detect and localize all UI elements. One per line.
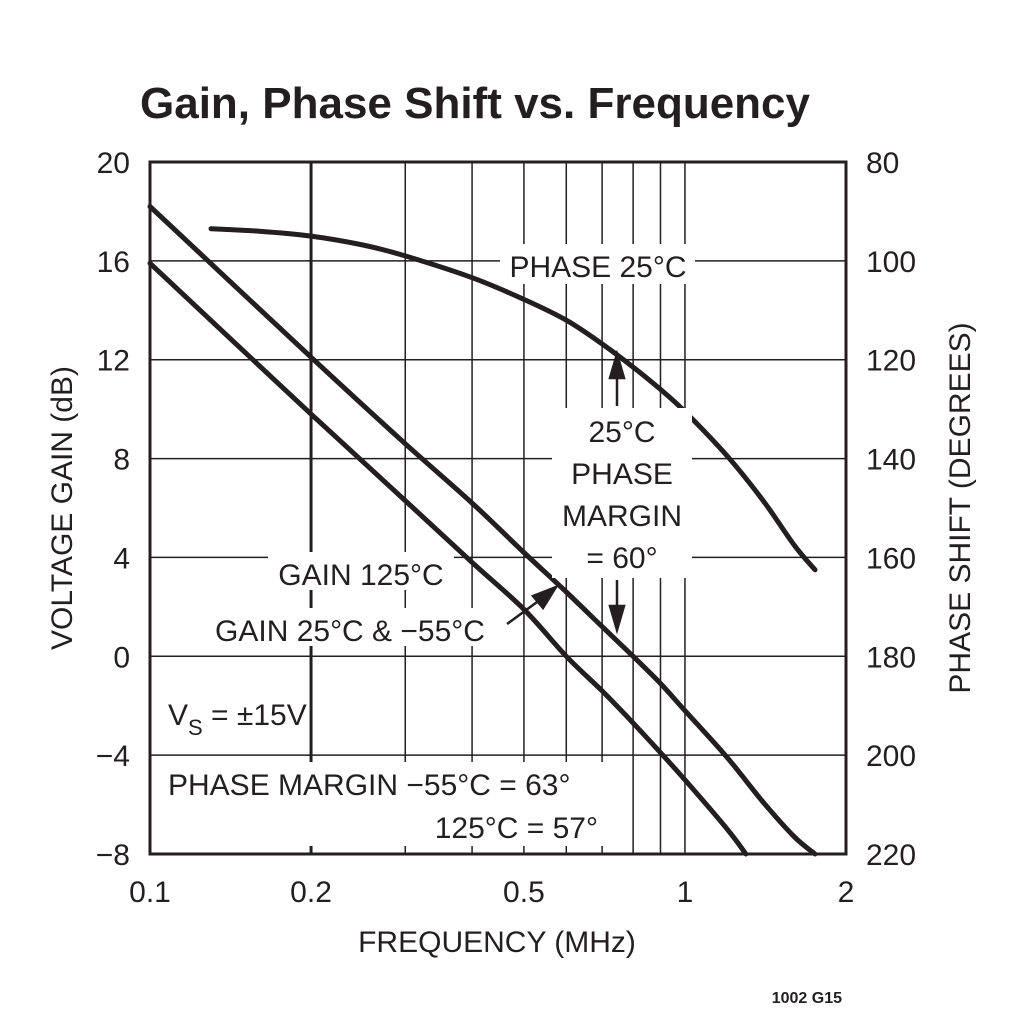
phase-margin-line1: PHASE MARGIN −55°C = 63° xyxy=(168,769,570,802)
plot-frame xyxy=(148,160,848,856)
left-axis-label: VOLTAGE GAIN (dB) xyxy=(46,366,79,650)
margin-label-line1: 25°C xyxy=(588,416,655,449)
gain125-label-bg xyxy=(268,552,454,590)
gain-25c-55c-curve xyxy=(147,260,749,857)
vs-sub: S xyxy=(188,715,203,740)
right-tick-label: 180 xyxy=(866,641,916,674)
margin-label-line4: = 60° xyxy=(586,542,657,575)
right-tick-label: 80 xyxy=(866,147,899,180)
pm-label-bg xyxy=(162,762,608,846)
margin-label-line3: MARGIN xyxy=(562,500,682,533)
left-tick-label: 12 xyxy=(97,345,130,378)
supply-voltage-label: VS = ±15V xyxy=(168,699,307,740)
left-tick-label: 0 xyxy=(113,641,130,674)
left-tick-labels: 20 16 12 8 4 0 −4 −8 xyxy=(96,147,130,872)
phase-label-bg xyxy=(500,244,695,284)
right-axis-label: PHASE SHIFT (DEGREES) xyxy=(944,322,977,693)
right-tick-labels: 80 100 120 140 160 180 200 220 xyxy=(866,147,916,872)
x-axis-label: FREQUENCY (MHz) xyxy=(358,926,636,959)
phase-series-label: PHASE 25°C xyxy=(509,251,686,284)
gain25-series-label: GAIN 25°C & −55°C xyxy=(215,615,485,648)
x-tick-label: 2 xyxy=(838,876,855,909)
left-tick-label: −4 xyxy=(96,740,130,773)
x-tick-label: 0.1 xyxy=(129,876,171,909)
x-tick-label: 0.5 xyxy=(503,876,545,909)
right-tick-label: 140 xyxy=(866,444,916,477)
margin-label-line2: PHASE xyxy=(571,458,673,491)
left-tick-label: 8 xyxy=(113,444,130,477)
vs-main: V xyxy=(168,699,188,732)
x-tick-labels: 0.1 0.2 0.5 1 2 xyxy=(129,876,854,909)
right-tick-label: 200 xyxy=(866,740,916,773)
vs-rest: = ±15V xyxy=(203,699,307,732)
margin-arrows xyxy=(506,349,626,635)
gain-125c-curve xyxy=(147,204,818,857)
left-tick-label: −8 xyxy=(96,839,130,872)
figure-code: 1002 G15 xyxy=(772,990,842,1007)
x-tick-label: 1 xyxy=(677,876,694,909)
right-tick-label: 220 xyxy=(866,839,916,872)
phase-margin-line2: 125°C = 57° xyxy=(435,812,598,845)
gain125-series-label: GAIN 125°C xyxy=(278,559,443,592)
grid xyxy=(150,162,846,854)
right-tick-label: 120 xyxy=(866,345,916,378)
chart-title: Gain, Phase Shift vs. Frequency xyxy=(140,79,811,128)
right-tick-label: 160 xyxy=(866,542,916,575)
curves xyxy=(147,204,818,857)
phase-25c-curve xyxy=(208,226,818,573)
margin-label-bg xyxy=(552,408,692,578)
x-tick-label: 0.2 xyxy=(290,876,332,909)
left-tick-label: 16 xyxy=(97,246,130,279)
left-tick-label: 4 xyxy=(113,542,130,575)
right-tick-label: 100 xyxy=(866,246,916,279)
left-tick-label: 20 xyxy=(97,147,130,180)
gain25-label-bg xyxy=(200,608,500,646)
